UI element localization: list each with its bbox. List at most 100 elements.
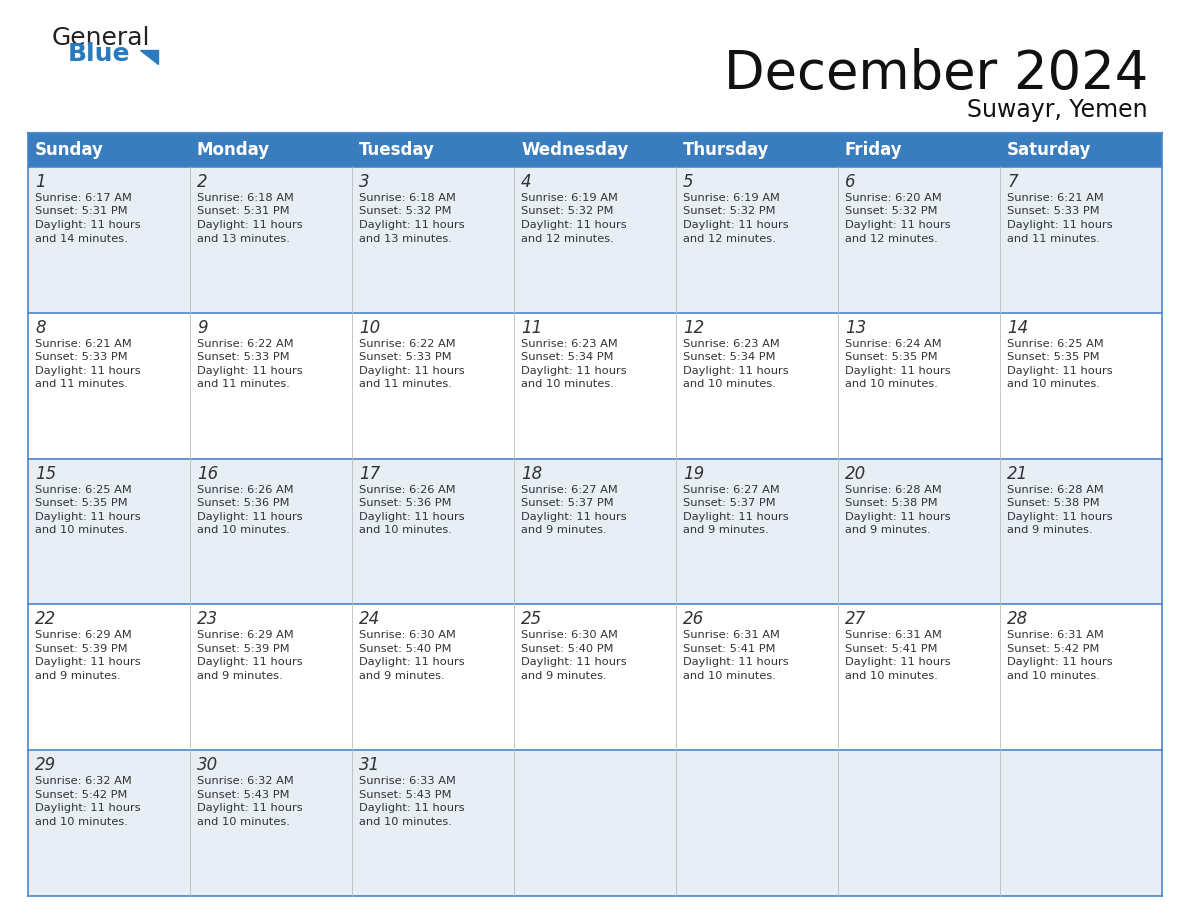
Text: Sunrise: 6:21 AM: Sunrise: 6:21 AM (34, 339, 132, 349)
Text: Daylight: 11 hours: Daylight: 11 hours (522, 365, 626, 375)
Text: 21: 21 (1007, 465, 1029, 483)
Text: Daylight: 11 hours: Daylight: 11 hours (1007, 657, 1113, 667)
Text: Sunrise: 6:19 AM: Sunrise: 6:19 AM (522, 193, 618, 203)
Text: Daylight: 11 hours: Daylight: 11 hours (34, 803, 140, 813)
Text: 16: 16 (197, 465, 219, 483)
Text: 20: 20 (845, 465, 866, 483)
Text: Thursday: Thursday (683, 141, 770, 159)
Text: and 10 minutes.: and 10 minutes. (359, 817, 451, 827)
Text: 1: 1 (34, 173, 45, 191)
Text: Sunset: 5:35 PM: Sunset: 5:35 PM (1007, 353, 1100, 363)
Text: and 13 minutes.: and 13 minutes. (359, 233, 451, 243)
Text: Sunset: 5:37 PM: Sunset: 5:37 PM (683, 498, 776, 508)
Text: and 10 minutes.: and 10 minutes. (197, 525, 290, 535)
Text: Daylight: 11 hours: Daylight: 11 hours (683, 511, 789, 521)
Text: and 10 minutes.: and 10 minutes. (34, 525, 128, 535)
Text: and 13 minutes.: and 13 minutes. (197, 233, 290, 243)
Text: Sunset: 5:33 PM: Sunset: 5:33 PM (1007, 207, 1100, 217)
Text: and 9 minutes.: and 9 minutes. (197, 671, 283, 681)
Text: Sunrise: 6:27 AM: Sunrise: 6:27 AM (522, 485, 618, 495)
Text: 31: 31 (359, 756, 380, 774)
Text: Daylight: 11 hours: Daylight: 11 hours (845, 365, 950, 375)
Text: Sunset: 5:39 PM: Sunset: 5:39 PM (197, 644, 290, 654)
Text: 18: 18 (522, 465, 542, 483)
Text: 29: 29 (34, 756, 56, 774)
Text: Sunrise: 6:23 AM: Sunrise: 6:23 AM (683, 339, 779, 349)
Text: and 10 minutes.: and 10 minutes. (522, 379, 614, 389)
Text: and 14 minutes.: and 14 minutes. (34, 233, 128, 243)
Text: and 11 minutes.: and 11 minutes. (359, 379, 451, 389)
Text: Sunrise: 6:17 AM: Sunrise: 6:17 AM (34, 193, 132, 203)
Text: Sunset: 5:31 PM: Sunset: 5:31 PM (34, 207, 127, 217)
Text: Sunset: 5:37 PM: Sunset: 5:37 PM (522, 498, 614, 508)
Text: 24: 24 (359, 610, 380, 629)
Text: Daylight: 11 hours: Daylight: 11 hours (522, 220, 626, 230)
Text: Sunrise: 6:26 AM: Sunrise: 6:26 AM (359, 485, 456, 495)
Text: Sunset: 5:36 PM: Sunset: 5:36 PM (197, 498, 290, 508)
Text: Sunset: 5:32 PM: Sunset: 5:32 PM (683, 207, 776, 217)
Text: Sunrise: 6:26 AM: Sunrise: 6:26 AM (197, 485, 293, 495)
Text: Sunset: 5:35 PM: Sunset: 5:35 PM (34, 498, 127, 508)
Text: Sunrise: 6:29 AM: Sunrise: 6:29 AM (197, 631, 293, 641)
Text: and 9 minutes.: and 9 minutes. (522, 525, 607, 535)
Text: Sunset: 5:31 PM: Sunset: 5:31 PM (197, 207, 290, 217)
Text: 23: 23 (197, 610, 219, 629)
Text: and 12 minutes.: and 12 minutes. (845, 233, 937, 243)
Text: Sunrise: 6:18 AM: Sunrise: 6:18 AM (359, 193, 456, 203)
Text: Daylight: 11 hours: Daylight: 11 hours (197, 220, 303, 230)
Text: and 10 minutes.: and 10 minutes. (845, 379, 937, 389)
Text: Sunset: 5:36 PM: Sunset: 5:36 PM (359, 498, 451, 508)
Text: Sunrise: 6:30 AM: Sunrise: 6:30 AM (359, 631, 456, 641)
Text: Sunset: 5:38 PM: Sunset: 5:38 PM (845, 498, 937, 508)
Text: Sunrise: 6:28 AM: Sunrise: 6:28 AM (1007, 485, 1104, 495)
Text: and 11 minutes.: and 11 minutes. (1007, 233, 1100, 243)
Text: and 10 minutes.: and 10 minutes. (197, 817, 290, 827)
Text: 13: 13 (845, 319, 866, 337)
Text: Sunrise: 6:22 AM: Sunrise: 6:22 AM (359, 339, 456, 349)
Polygon shape (140, 50, 158, 64)
Text: and 11 minutes.: and 11 minutes. (197, 379, 290, 389)
Text: 15: 15 (34, 465, 56, 483)
Text: Daylight: 11 hours: Daylight: 11 hours (359, 365, 465, 375)
Bar (29, 313, 1162, 459)
Text: Tuesday: Tuesday (359, 141, 435, 159)
Text: 28: 28 (1007, 610, 1029, 629)
Text: Daylight: 11 hours: Daylight: 11 hours (845, 657, 950, 667)
Text: and 10 minutes.: and 10 minutes. (1007, 671, 1100, 681)
Text: and 11 minutes.: and 11 minutes. (34, 379, 128, 389)
Text: Daylight: 11 hours: Daylight: 11 hours (359, 803, 465, 813)
Text: Sunrise: 6:21 AM: Sunrise: 6:21 AM (1007, 193, 1104, 203)
Text: Sunset: 5:35 PM: Sunset: 5:35 PM (845, 353, 937, 363)
Text: Daylight: 11 hours: Daylight: 11 hours (1007, 220, 1113, 230)
Text: Daylight: 11 hours: Daylight: 11 hours (197, 365, 303, 375)
Text: Wednesday: Wednesday (522, 141, 628, 159)
Text: 27: 27 (845, 610, 866, 629)
Bar (29, 133, 1162, 167)
Text: Sunrise: 6:25 AM: Sunrise: 6:25 AM (34, 485, 132, 495)
Text: Daylight: 11 hours: Daylight: 11 hours (197, 803, 303, 813)
Text: Sunset: 5:42 PM: Sunset: 5:42 PM (34, 789, 127, 800)
Text: Sunrise: 6:20 AM: Sunrise: 6:20 AM (845, 193, 942, 203)
Text: Daylight: 11 hours: Daylight: 11 hours (522, 511, 626, 521)
Text: Daylight: 11 hours: Daylight: 11 hours (683, 220, 789, 230)
Text: Sunset: 5:33 PM: Sunset: 5:33 PM (359, 353, 451, 363)
Text: Sunrise: 6:28 AM: Sunrise: 6:28 AM (845, 485, 942, 495)
Text: 5: 5 (683, 173, 694, 191)
Text: Blue: Blue (68, 42, 131, 66)
Text: Daylight: 11 hours: Daylight: 11 hours (1007, 511, 1113, 521)
Text: Sunrise: 6:32 AM: Sunrise: 6:32 AM (34, 777, 132, 786)
Text: and 9 minutes.: and 9 minutes. (845, 525, 930, 535)
Text: Sunrise: 6:27 AM: Sunrise: 6:27 AM (683, 485, 779, 495)
Text: Sunset: 5:40 PM: Sunset: 5:40 PM (522, 644, 613, 654)
Text: Daylight: 11 hours: Daylight: 11 hours (34, 511, 140, 521)
Text: 11: 11 (522, 319, 542, 337)
Text: 25: 25 (522, 610, 542, 629)
Text: Sunrise: 6:33 AM: Sunrise: 6:33 AM (359, 777, 456, 786)
Text: Sunrise: 6:23 AM: Sunrise: 6:23 AM (522, 339, 618, 349)
Text: Sunset: 5:32 PM: Sunset: 5:32 PM (359, 207, 451, 217)
Text: and 9 minutes.: and 9 minutes. (34, 671, 121, 681)
Text: 22: 22 (34, 610, 56, 629)
Text: 6: 6 (845, 173, 855, 191)
Text: 17: 17 (359, 465, 380, 483)
Bar (29, 750, 1162, 896)
